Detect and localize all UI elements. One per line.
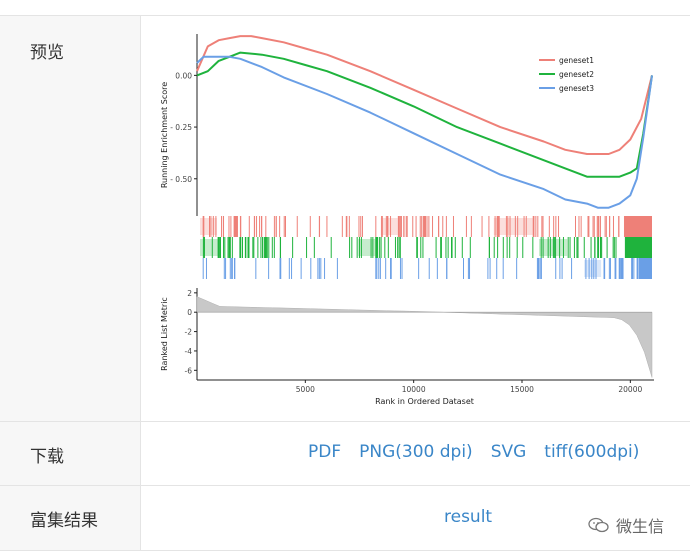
x-tick-label: 15000	[510, 385, 534, 394]
x-tick-label: 5000	[296, 385, 315, 394]
watermark-text: 微生信	[616, 517, 665, 536]
metric-y-axis-label: Ranked List Metric	[160, 297, 169, 371]
preview-content: 0.00 - 0.25 - 0.50 Running Enrichment Score…	[141, 16, 690, 422]
download-label: 下载	[30, 447, 64, 467]
x-tick-label: 20000	[618, 385, 642, 394]
es-y-axis-label: Running Enrichment Score	[160, 82, 169, 188]
metric-y-tick-label: 0	[187, 308, 192, 317]
preview-row: 预览 0.00 - 0.25 - 0.50 Running Enrichment Sc…	[0, 15, 690, 422]
result-link[interactable]: result	[444, 507, 493, 527]
ranked-metric-area	[196, 296, 653, 378]
legend-label-geneset1: geneset1	[559, 56, 594, 65]
es-y-tick-label: 0.00	[175, 71, 192, 80]
download-links: PDF PNG(300 dpi) SVG tiff(600dpi)	[308, 442, 639, 462]
download-png-link[interactable]: PNG(300 dpi)	[359, 442, 473, 462]
x-axis-label: Rank in Ordered Dataset	[375, 397, 474, 406]
download-svg-link[interactable]: SVG	[490, 442, 527, 462]
series-line-geneset3	[196, 55, 653, 209]
series-line-geneset1	[196, 35, 653, 155]
x-tick-label: 10000	[402, 385, 426, 394]
hit-tail-geneset3	[638, 258, 652, 279]
legend-label-geneset2: geneset2	[559, 70, 594, 79]
metric-y-tick-label: -2	[185, 328, 193, 337]
hit-tail-geneset2	[624, 237, 652, 258]
preview-label-cell: 预览	[0, 16, 141, 422]
hit-block-geneset2	[200, 239, 221, 256]
hit-block-geneset1	[200, 218, 217, 235]
download-row: 下载 PDF PNG(300 dpi) SVG tiff(600dpi)	[0, 421, 690, 486]
download-content: PDF PNG(300 dpi) SVG tiff(600dpi)	[141, 422, 690, 486]
hit-block-geneset2	[358, 239, 376, 256]
hit-block-geneset2	[539, 239, 568, 256]
enrichment-label: 富集结果	[30, 511, 98, 531]
watermark: 微生信	[588, 513, 664, 537]
metric-y-tick-label: 2	[187, 289, 192, 298]
hit-block-geneset3	[584, 260, 602, 277]
enrichment-content: result	[141, 486, 690, 550]
download-tiff-link[interactable]: tiff(600dpi)	[544, 442, 640, 462]
series-line-geneset2	[196, 51, 653, 178]
hit-block-geneset1	[493, 218, 534, 235]
legend-label-geneset3: geneset3	[559, 84, 594, 93]
hit-block-geneset1	[380, 218, 398, 235]
hit-tail-geneset1	[624, 216, 652, 237]
enrichment-row: 富集结果 result	[0, 485, 690, 551]
metric-y-tick-label: -6	[185, 366, 193, 375]
es-y-tick-label: - 0.25	[170, 123, 192, 132]
metric-y-tick-label: -4	[185, 347, 193, 356]
download-label-cell: 下载	[0, 422, 141, 486]
es-y-tick-label: - 0.50	[170, 175, 192, 184]
wechat-icon	[588, 517, 609, 533]
enrichment-label-cell: 富集结果	[0, 486, 141, 550]
download-pdf-link[interactable]: PDF	[308, 442, 342, 462]
preview-label: 预览	[30, 43, 64, 63]
